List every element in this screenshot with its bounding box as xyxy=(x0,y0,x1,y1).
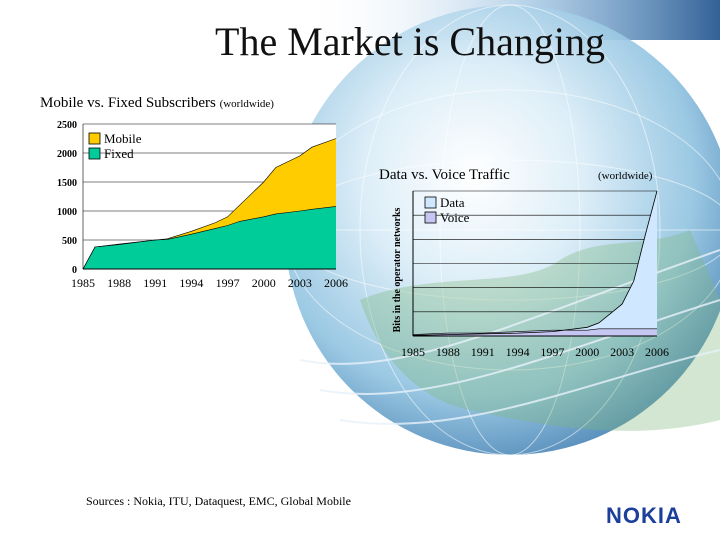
subs-x-tick-label: 1994 xyxy=(179,276,203,290)
legend-label-voice: Voice xyxy=(440,210,470,225)
subscribers-chart-title: Mobile vs. Fixed Subscribers (worldwide) xyxy=(40,95,274,112)
traffic-x-tick-label: 1994 xyxy=(506,345,530,359)
traffic-x-tick-label: 1991 xyxy=(471,345,495,359)
subs-x-tick-label: 1991 xyxy=(143,276,167,290)
legend-swatch-voice xyxy=(424,211,437,224)
slide-title: The Market is Changing xyxy=(215,19,605,64)
series-line-voice xyxy=(412,328,657,335)
series-line-fixed xyxy=(82,206,337,270)
traffic-x-tick-label: 2000 xyxy=(575,345,599,359)
subs-x-tick-label: 1997 xyxy=(216,276,240,290)
traffic-x-tick-label: 1985 xyxy=(401,345,425,359)
sources-note: Sources : Nokia, ITU, Dataquest, EMC, Gl… xyxy=(86,494,351,508)
subscribers-scope: (worldwide) xyxy=(219,98,274,110)
subs-x-tick-label: 2000 xyxy=(252,276,276,290)
traffic-x-tick-label: 2003 xyxy=(610,345,634,359)
subs-x-tick-label: 1985 xyxy=(71,276,95,290)
series-area-mobile xyxy=(83,138,336,269)
traffic-y-axis-label: Bits in the operator networks xyxy=(392,207,403,332)
series-line-mobile xyxy=(82,138,337,270)
legend-swatch-data xyxy=(424,196,437,209)
subs-x-tick-label: 1988 xyxy=(107,276,131,290)
subs-y-tick-label: 0 xyxy=(72,265,77,276)
traffic-chart-title: Data vs. Voice Traffic xyxy=(379,167,510,183)
subs-x-tick-label: 2003 xyxy=(288,276,312,290)
legend-swatch-mobile xyxy=(88,132,101,145)
subs-x-tick-label: 2006 xyxy=(324,276,348,290)
traffic-x-tick-label: 2006 xyxy=(645,345,669,359)
subs-y-tick-label: 1000 xyxy=(57,207,77,218)
traffic-x-tick-label: 1988 xyxy=(436,345,460,359)
traffic-x-tick-label: 1997 xyxy=(540,345,564,359)
subs-y-tick-label: 2000 xyxy=(57,149,77,160)
traffic-scope: (worldwide) xyxy=(598,170,653,182)
subs-y-tick-label: 2500 xyxy=(57,120,77,131)
legend-swatch-fixed xyxy=(88,147,101,160)
subs-y-tick-label: 1500 xyxy=(57,178,77,189)
legend-label-fixed: Fixed xyxy=(104,146,134,161)
series-area-fixed xyxy=(83,206,336,269)
legend-label-mobile: Mobile xyxy=(104,131,142,146)
series-line-data xyxy=(412,190,658,336)
subscribers-title-text: Mobile vs. Fixed Subscribers xyxy=(40,95,216,111)
legend-label-data: Data xyxy=(440,195,465,210)
subs-y-tick-label: 500 xyxy=(62,236,77,247)
series-area-data xyxy=(413,191,657,336)
nokia-logo: NOKIA xyxy=(606,503,682,528)
